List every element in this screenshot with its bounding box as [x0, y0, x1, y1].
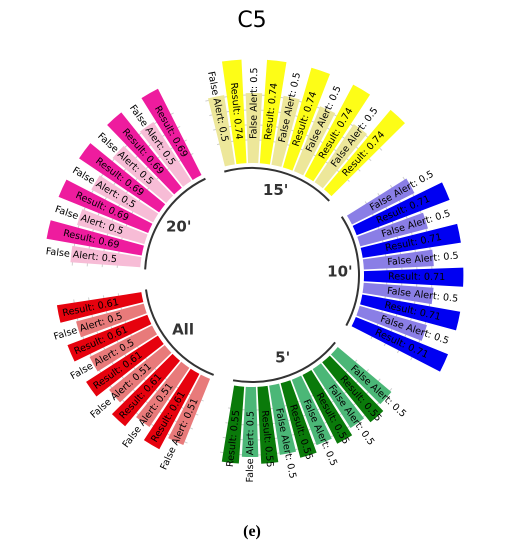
bars — [46, 59, 464, 464]
chart-title: C5 — [237, 8, 266, 33]
bar-label: Result: 0.74 — [228, 82, 244, 140]
bar — [89, 325, 158, 372]
bar — [357, 212, 428, 247]
bar — [56, 292, 144, 323]
bar — [207, 95, 235, 167]
group-arc — [144, 289, 215, 376]
bar — [86, 335, 164, 397]
bar — [269, 383, 297, 455]
bar — [259, 59, 287, 165]
bar-label: Result: 0.55 — [259, 410, 275, 468]
group-label: All — [172, 321, 194, 339]
bar — [352, 182, 450, 236]
bar — [360, 223, 461, 258]
bar-label: False Alert: 0.5 — [248, 67, 260, 139]
bar — [112, 145, 174, 204]
bar — [77, 209, 148, 245]
bar-label: False Alert: 0.5 — [245, 411, 257, 483]
bar — [312, 363, 365, 428]
bar — [221, 59, 247, 165]
group-label: 5' — [275, 348, 290, 366]
bar — [76, 303, 147, 338]
bar — [362, 282, 434, 305]
bar — [363, 267, 464, 287]
group-arcs: 20' 15' 10' 5' All — [144, 167, 360, 383]
group-arc — [232, 341, 336, 383]
bar — [91, 175, 159, 223]
bar — [58, 179, 153, 234]
bar — [291, 375, 332, 446]
bar — [293, 106, 336, 176]
bar — [241, 386, 259, 458]
bar — [346, 178, 415, 225]
bar — [362, 249, 434, 270]
bar — [139, 122, 192, 187]
bar — [322, 355, 384, 423]
bar — [107, 112, 182, 195]
bar — [46, 220, 144, 256]
bar — [111, 353, 181, 427]
bar — [323, 109, 405, 197]
group-label: 15' — [263, 181, 288, 199]
bar — [136, 361, 190, 428]
panel-label: (e) — [243, 523, 261, 540]
group-label: 10' — [327, 262, 352, 280]
bar — [356, 305, 427, 341]
bar — [351, 316, 449, 372]
bar — [109, 345, 172, 403]
group-label: 20' — [166, 217, 191, 235]
bar — [70, 245, 142, 268]
bar — [257, 385, 279, 464]
bar — [141, 88, 202, 181]
bar — [245, 92, 263, 164]
bar — [360, 294, 461, 331]
group-arc — [224, 167, 330, 202]
bar — [168, 374, 211, 446]
bar — [304, 84, 371, 182]
bar — [330, 346, 392, 405]
bar — [79, 143, 166, 213]
bar — [67, 314, 152, 362]
bar — [271, 95, 300, 167]
bar — [302, 369, 353, 444]
group-arc — [340, 216, 360, 327]
bar — [143, 368, 200, 450]
group-arc — [144, 177, 206, 270]
bar — [314, 124, 368, 189]
bar-label: Result: 0.71 — [388, 271, 445, 283]
bar — [280, 380, 317, 458]
bar — [282, 67, 330, 171]
bar — [221, 385, 245, 464]
